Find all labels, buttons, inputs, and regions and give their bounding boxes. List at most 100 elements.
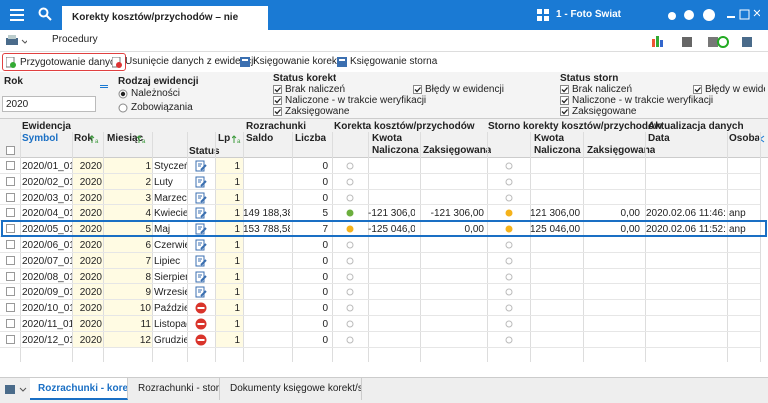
- status-dot: [505, 241, 513, 252]
- cell-highlight: [104, 205, 152, 221]
- radio[interactable]: [118, 103, 128, 116]
- action-button[interactable]: Usunięcie danych z ewidencji: [125, 56, 256, 67]
- cell-symbol: 2020/01_01: [22, 161, 72, 172]
- checkbox-label[interactable]: Zaksięgowane: [572, 106, 637, 117]
- checkbox-label[interactable]: Naliczone - w trakcie weryfikacji: [572, 95, 714, 106]
- column-header: Naliczona: [534, 145, 581, 156]
- row-checkbox[interactable]: [6, 192, 15, 205]
- radio-label[interactable]: Należności: [131, 88, 180, 99]
- action-button[interactable]: Księgowanie storna: [350, 56, 438, 67]
- row-checkbox[interactable]: [6, 271, 15, 284]
- checkbox[interactable]: [273, 107, 282, 118]
- status-dot: [505, 320, 513, 331]
- checkbox-label[interactable]: Brak naliczeń: [285, 84, 346, 95]
- column-divider: [292, 132, 293, 362]
- row-checkbox[interactable]: [6, 176, 15, 189]
- cell-miesiac: 9: [145, 287, 151, 299]
- sort-icon[interactable]: a: [232, 135, 241, 147]
- status-icon: [195, 176, 207, 191]
- menu-icon[interactable]: [10, 8, 24, 21]
- checkbox-label[interactable]: Naliczone - w trakcie weryfikacji: [285, 95, 427, 106]
- cell-lp: 1: [234, 161, 240, 172]
- radio-label[interactable]: Zobowiązania: [131, 102, 193, 113]
- status-dot: [505, 162, 513, 173]
- row-checkbox[interactable]: [6, 161, 15, 173]
- status-dot: [346, 304, 354, 315]
- sort-icon[interactable]: a: [90, 135, 99, 147]
- checkbox-label[interactable]: Zaksięgowane: [285, 106, 350, 117]
- year-select[interactable]: 2020: [2, 96, 96, 112]
- column-header: Status: [189, 146, 220, 157]
- cell-rok: 2020: [79, 240, 102, 251]
- cell-highlight: [216, 316, 243, 331]
- sort-icon[interactable]: a: [137, 135, 146, 147]
- row-checkbox[interactable]: [6, 319, 15, 331]
- cell-liczba: 0: [322, 303, 328, 315]
- status-icon: [195, 318, 207, 333]
- cell-storno-naliczona: 125 046,00: [530, 224, 580, 236]
- checkbox-label[interactable]: Błędy w ewidencji: [705, 84, 765, 95]
- column-header: Miesiąc: [107, 133, 144, 144]
- column-divider: [72, 132, 73, 362]
- company-name[interactable]: 1 - Foto Świat: [556, 9, 621, 20]
- checkbox-label[interactable]: Błędy w ewidencji: [425, 84, 504, 95]
- cell-symbol: 2020/11_01: [22, 319, 72, 330]
- action-icon: [337, 57, 347, 71]
- cell-highlight: [104, 158, 152, 173]
- column-header: Symbol: [22, 133, 59, 144]
- row-bg: [0, 158, 760, 174]
- status-icon: [195, 255, 207, 270]
- column-header: Rozrachunki: [246, 121, 307, 132]
- row-checkbox[interactable]: [6, 255, 15, 268]
- window-tab[interactable]: Korekty kosztów/przychodów – nie: [62, 6, 268, 30]
- action-button[interactable]: Przygotowanie danych: [2, 53, 126, 71]
- tab[interactable]: Rozrachunki - korekty: [30, 378, 128, 400]
- cell-symbol: 2020/05_01: [22, 224, 72, 236]
- radio[interactable]: [118, 89, 128, 102]
- checkbox[interactable]: [560, 96, 569, 108]
- cell-miesiac: 4: [145, 208, 151, 220]
- checkbox-label[interactable]: Brak naliczeń: [572, 84, 633, 95]
- tab-menu-icon[interactable]: [4, 383, 30, 400]
- cell-highlight: [73, 189, 103, 205]
- cell-highlight: [73, 221, 103, 236]
- tab[interactable]: Dokumenty księgowe korekt/storn: [222, 378, 362, 400]
- checkbox[interactable]: [560, 107, 569, 118]
- checkbox[interactable]: [273, 96, 282, 108]
- action-icon: [240, 57, 250, 71]
- toolbar-icons[interactable]: [650, 35, 760, 48]
- cell-lp: 1: [234, 303, 240, 315]
- checkbox[interactable]: [413, 85, 422, 97]
- apps-icon[interactable]: [537, 9, 549, 21]
- column-header: Osoba: [729, 133, 759, 144]
- checkbox[interactable]: [6, 146, 15, 158]
- window-icons[interactable]: [665, 8, 760, 22]
- status-icon: [195, 223, 207, 238]
- column-divider: [20, 132, 21, 362]
- row-checkbox[interactable]: [6, 240, 15, 252]
- checkbox[interactable]: [273, 85, 282, 97]
- panel-line: [100, 85, 108, 88]
- row-checkbox[interactable]: [6, 303, 15, 315]
- cell-symbol: 2020/08_01: [22, 271, 72, 283]
- cell-lp: 1: [234, 208, 240, 220]
- checkbox[interactable]: [560, 85, 569, 97]
- cell-liczba: 7: [322, 224, 328, 236]
- search-icon[interactable]: [38, 7, 52, 21]
- print-icon[interactable]: [5, 35, 27, 47]
- cell-symbol: 2020/04_01: [22, 208, 72, 220]
- cell-data: 2020.02.06 11:52:09: [646, 224, 726, 236]
- tab[interactable]: Rozrachunki - storna: [130, 378, 220, 400]
- row-checkbox[interactable]: [6, 287, 15, 299]
- cell-miesiac: 7: [145, 255, 151, 267]
- cell-lp: 1: [234, 192, 240, 204]
- checkbox[interactable]: [693, 85, 702, 97]
- procedures-menu[interactable]: Procedury: [52, 34, 98, 45]
- bottom-tabs: Rozrachunki - korektyRozrachunki - storn…: [0, 377, 768, 403]
- cell-nazwa: Czerwiec: [154, 240, 187, 251]
- row-checkbox[interactable]: [6, 334, 15, 347]
- column-header: Lp: [218, 133, 231, 144]
- action-button[interactable]: Księgowanie korekty: [253, 56, 345, 67]
- row-checkbox[interactable]: [6, 208, 15, 220]
- row-checkbox[interactable]: [6, 224, 15, 236]
